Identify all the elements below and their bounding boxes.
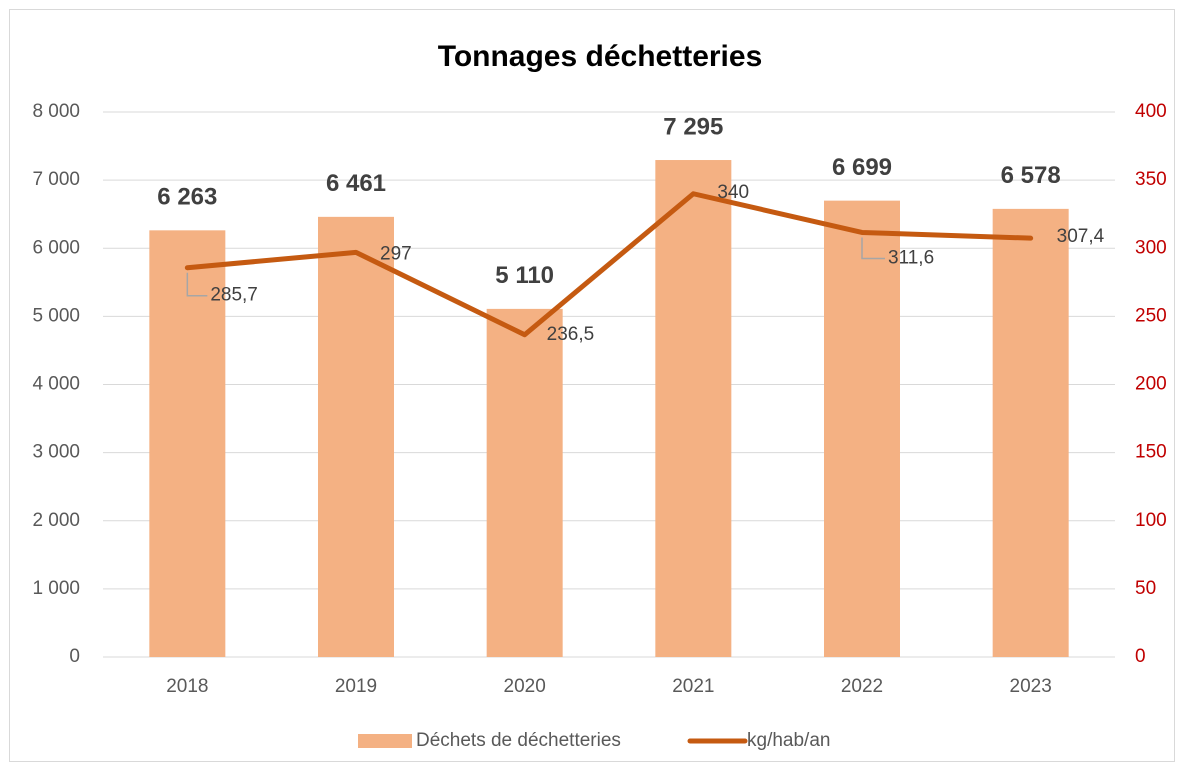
line-value-label: 340 xyxy=(717,182,749,203)
y-tick-label: 0 xyxy=(69,646,80,667)
bar xyxy=(318,216,394,658)
y2-tick-label: 250 xyxy=(1135,305,1167,326)
leader-line xyxy=(861,237,885,260)
y2-tick-label: 0 xyxy=(1135,646,1146,667)
bar-value-label: 6 461 xyxy=(326,170,386,197)
bar-value-label: 6 578 xyxy=(1001,162,1061,189)
line-value-label: 311,6 xyxy=(888,247,934,268)
line xyxy=(184,191,1034,338)
bar-value-label: 6 699 xyxy=(832,154,892,181)
y-tick-label: 6 000 xyxy=(32,237,80,258)
line-value-label: 297 xyxy=(380,243,412,264)
bar xyxy=(992,208,1069,657)
leader-line xyxy=(186,272,208,297)
y-tick-label: 2 000 xyxy=(32,510,80,531)
x-tick-label: 2022 xyxy=(841,676,883,697)
y-tick-label: 1 000 xyxy=(32,578,80,599)
y-tick-label: 5 000 xyxy=(32,305,80,326)
x-tick-label: 2021 xyxy=(672,676,714,697)
bar-value-label: 6 263 xyxy=(157,184,217,211)
bar-value-label: 5 110 xyxy=(495,262,554,289)
legend-swatch xyxy=(358,734,412,748)
bar xyxy=(149,230,226,657)
y2-tick-label: 200 xyxy=(1135,374,1167,395)
y-tick-label: 3 000 xyxy=(32,442,80,463)
line-value-label: 285,7 xyxy=(210,285,258,306)
bar-value-label: 7 295 xyxy=(663,113,723,140)
y2-tick-label: 350 xyxy=(1135,169,1167,190)
y-tick-label: 4 000 xyxy=(32,374,80,395)
line-value-label: 236,5 xyxy=(547,324,595,345)
bar xyxy=(824,200,900,658)
y2-tick-label: 400 xyxy=(1135,101,1167,122)
x-tick-label: 2023 xyxy=(1010,676,1052,697)
y2-tick-label: 300 xyxy=(1135,237,1167,258)
bar xyxy=(486,308,563,657)
x-tick-label: 2020 xyxy=(504,676,546,697)
y2-tick-label: 50 xyxy=(1135,578,1156,599)
y2-tick-label: 150 xyxy=(1135,442,1167,463)
legend-label: Déchets de déchetteries xyxy=(416,730,621,751)
x-tick-label: 2018 xyxy=(166,676,208,697)
y-tick-label: 8 000 xyxy=(32,101,80,122)
y2-tick-label: 100 xyxy=(1135,510,1167,531)
x-tick-label: 2019 xyxy=(335,676,377,697)
bar xyxy=(655,160,732,657)
y-tick-label: 7 000 xyxy=(32,169,80,190)
chart-title: Tonnages déchetteries xyxy=(438,40,763,73)
line-value-label: 307,4 xyxy=(1057,226,1105,247)
legend-label: kg/hab/an xyxy=(747,730,830,751)
